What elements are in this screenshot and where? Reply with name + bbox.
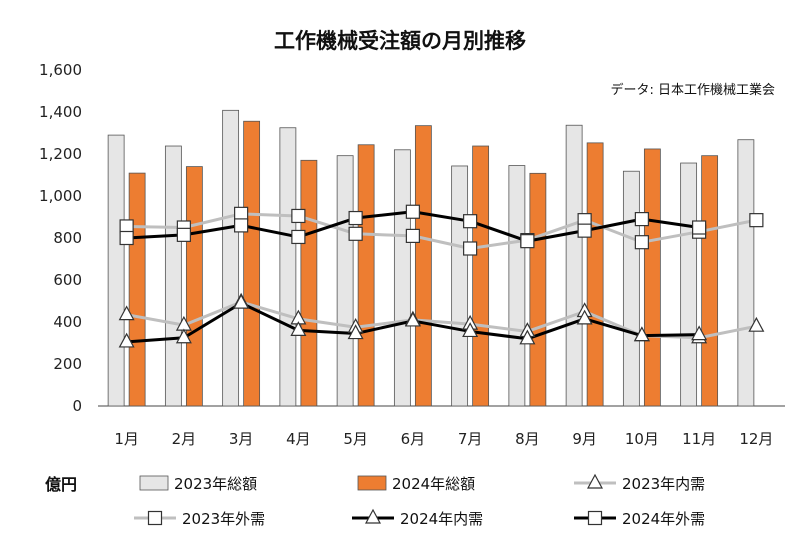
legend-label: 2023年外需 <box>182 510 265 528</box>
x-tick-label: 9月 <box>572 430 597 448</box>
data-point <box>462 322 479 338</box>
bar <box>279 127 297 407</box>
data-point <box>175 328 192 344</box>
y-tick-label: 1,200 <box>39 145 82 163</box>
bar <box>565 124 583 407</box>
bar <box>472 145 490 407</box>
data-point <box>291 229 306 245</box>
bar <box>737 139 755 407</box>
data-point <box>405 228 420 243</box>
legend-swatch <box>357 475 387 491</box>
y-tick-label: 200 <box>53 355 82 373</box>
x-tick-label: 7月 <box>458 430 483 448</box>
x-tick-label: 10月 <box>625 430 659 448</box>
unit-label: 億円 <box>45 475 77 494</box>
x-tick-label: 12月 <box>739 430 773 448</box>
data-point <box>634 212 649 227</box>
legend-label: 2024年外需 <box>622 510 705 528</box>
x-tick-label: 5月 <box>343 430 368 448</box>
bar <box>414 125 432 407</box>
bar <box>222 109 240 407</box>
bar <box>680 162 698 407</box>
data-point <box>291 208 306 224</box>
data-point <box>347 324 364 340</box>
bar <box>529 172 547 407</box>
bar <box>451 165 469 407</box>
data-point <box>519 329 536 345</box>
data-point <box>348 210 363 226</box>
y-tick-label: 1,400 <box>39 103 82 121</box>
data-point <box>692 220 707 235</box>
legend-marker <box>364 508 382 524</box>
x-tick-label: 8月 <box>515 430 540 448</box>
bar <box>393 149 411 407</box>
bar <box>300 159 318 407</box>
legend-label: 2024年内需 <box>400 510 483 528</box>
data-point <box>234 218 249 233</box>
legend-label: 2023年総額 <box>174 475 257 493</box>
y-tick-label: 800 <box>53 229 82 247</box>
bar <box>243 120 261 407</box>
y-tick-label: 1,600 <box>39 61 82 79</box>
data-point <box>463 214 478 229</box>
x-tick-label: 4月 <box>286 430 311 448</box>
marker-layer <box>118 204 765 348</box>
bar <box>107 134 125 407</box>
bar <box>622 170 640 407</box>
data-point <box>633 326 650 342</box>
series-line <box>126 212 757 250</box>
bar <box>164 145 182 407</box>
legend-label: 2023年内需 <box>622 475 705 493</box>
data-point <box>405 204 420 219</box>
data-point <box>749 213 764 228</box>
data-point <box>290 321 307 336</box>
y-tick-label: 1,000 <box>39 187 82 205</box>
legend-swatch <box>139 475 169 491</box>
bar <box>185 166 203 407</box>
legend-marker <box>587 510 603 526</box>
data-point <box>118 305 135 321</box>
bar <box>336 155 354 407</box>
data-point <box>634 235 649 250</box>
x-tick-label: 3月 <box>229 430 254 448</box>
data-point <box>176 227 191 242</box>
data-point <box>348 226 363 241</box>
bar <box>357 144 375 407</box>
bar <box>643 148 661 407</box>
line-layer <box>126 210 757 344</box>
data-point <box>404 311 421 327</box>
chart-source: データ: 日本工作機械工業会 <box>610 82 775 98</box>
legend: 2023年総額 2024年総額 2023年内需 2023年外需 2024年内需 2024年… <box>134 473 705 528</box>
bar <box>586 142 604 407</box>
chart-title: 工作機械受注額の月別推移 <box>274 29 526 53</box>
x-tick-label: 6月 <box>401 430 426 448</box>
data-point <box>691 325 708 341</box>
x-tick-label: 2月 <box>172 430 197 448</box>
bar <box>508 165 526 407</box>
legend-marker <box>586 473 604 489</box>
bar <box>128 172 146 407</box>
axis-layer: 0 200 400 600 800 1,000 1,200 1,400 1,600 1月 2月 3月 4… <box>39 61 785 448</box>
y-tick-label: 0 <box>72 397 82 415</box>
data-point <box>748 316 765 332</box>
legend-label: 2024年総額 <box>392 475 475 493</box>
data-point <box>577 223 592 238</box>
bar-layer <box>107 109 755 407</box>
bar <box>701 155 719 407</box>
series-line <box>126 300 757 340</box>
y-tick-label: 600 <box>53 271 82 289</box>
data-point <box>520 234 535 249</box>
x-tick-label: 1月 <box>114 430 139 448</box>
data-point <box>576 309 593 325</box>
x-tick-label: 11月 <box>682 430 716 448</box>
data-point <box>463 241 478 256</box>
data-point <box>119 230 134 246</box>
y-tick-label: 400 <box>53 313 82 331</box>
data-point <box>233 293 250 309</box>
legend-marker <box>147 510 163 526</box>
data-point <box>118 332 135 348</box>
